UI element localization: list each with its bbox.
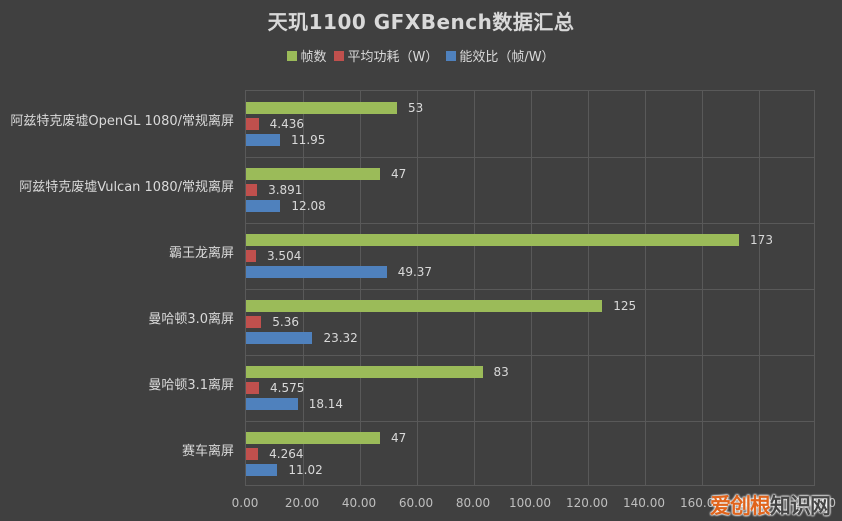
legend-item-fps: 帧数 [287,46,326,65]
x-tick-label: 160.00 [680,496,722,510]
x-tick-label: 0.00 [231,496,259,510]
x-tick-label: 100.00 [509,496,551,510]
legend-item-efficiency: 能效比（帧/W） [446,46,555,65]
grid-line-vertical [588,91,589,485]
grid-line-vertical [417,91,418,485]
data-label: 4.436 [269,117,304,131]
bar [246,184,258,196]
bar [246,316,262,328]
bar [246,250,256,262]
bar [246,366,483,378]
grid-line-vertical [474,91,475,485]
bar [246,118,259,130]
x-tick-label: 60.00 [398,496,434,510]
data-label: 23.32 [323,331,358,345]
x-tick-label: 120.00 [566,496,608,510]
category-label: 赛车离屏 [181,444,234,459]
data-label: 53 [408,101,424,115]
data-label: 3.891 [268,183,303,197]
data-label: 3.504 [266,249,302,263]
data-label: 47 [390,431,407,445]
grid-line-vertical [702,91,703,485]
data-label: 11.02 [288,463,323,477]
data-label: 47 [390,167,407,181]
grid-line-vertical [360,91,361,485]
data-label: 173 [750,233,773,247]
grid-line-horizontal [246,223,814,224]
bar [246,300,603,312]
legend-label: 帧数 [300,50,327,65]
data-label: 11.95 [291,133,326,147]
legend-item-power: 平均功耗（W） [334,46,438,65]
grid-line-vertical [759,91,760,485]
x-tick-label: 80.00 [455,496,491,510]
category-label: 阿兹特克废墟OpenGL 1080/常规离屏 [10,114,234,129]
grid-line-horizontal [246,421,814,422]
category-label: 曼哈顿3.0离屏 [148,312,234,327]
bar [246,168,380,180]
grid-line-horizontal [246,157,814,158]
grid-line-vertical [531,91,532,485]
bar [246,102,398,114]
bar [246,464,278,476]
legend-swatch-red [334,50,345,61]
legend: 帧数 平均功耗（W） 能效比（帧/W） [0,46,842,65]
plot-area: 53 4.436 11.95 47 3.891 12.08 173 3.504 49.37 125… [245,90,815,486]
grid-line-vertical [303,91,304,485]
data-label: 5.36 [272,315,299,329]
bar [246,200,281,212]
x-tick-label: 20.00 [284,496,320,510]
chart-title: 天玑1100 GFXBench数据汇总 [267,10,575,34]
data-label: 49.37 [397,265,433,279]
data-label: 12.08 [291,199,326,213]
data-label: 125 [613,299,637,313]
data-label: 4.264 [269,447,304,461]
legend-swatch-green [287,50,298,61]
bar [246,234,740,246]
watermark-part2: 知识网 [770,494,831,518]
data-label: 83 [493,365,509,379]
bar [246,398,298,410]
data-label: 4.575 [270,381,305,395]
bar [246,266,387,278]
grid-line-horizontal [246,289,814,290]
x-tick-label: 200.00 [794,496,836,510]
watermark: 爱创根知识网 [710,490,831,520]
legend-label: 能效比（帧/W） [459,50,555,65]
watermark-part1: 爱创根 [710,494,771,518]
data-label: 18.14 [308,397,344,411]
bar [246,332,313,344]
bar [246,448,259,460]
x-tick-label: 140.00 [623,496,665,510]
grid-line-vertical [645,91,646,485]
bar [246,134,281,146]
legend-label: 平均功耗（W） [347,50,439,65]
category-label: 阿兹特克废墟Vulcan 1080/常规离屏 [19,180,234,195]
category-label: 曼哈顿3.1离屏 [148,378,234,393]
x-tick-label: 40.00 [341,496,377,510]
grid-line-horizontal [246,355,814,356]
category-label: 霸王龙离屏 [168,246,234,261]
bar [246,382,260,394]
bar [246,432,380,444]
x-tick-label: 180.00 [737,496,779,510]
legend-swatch-blue [446,50,457,61]
